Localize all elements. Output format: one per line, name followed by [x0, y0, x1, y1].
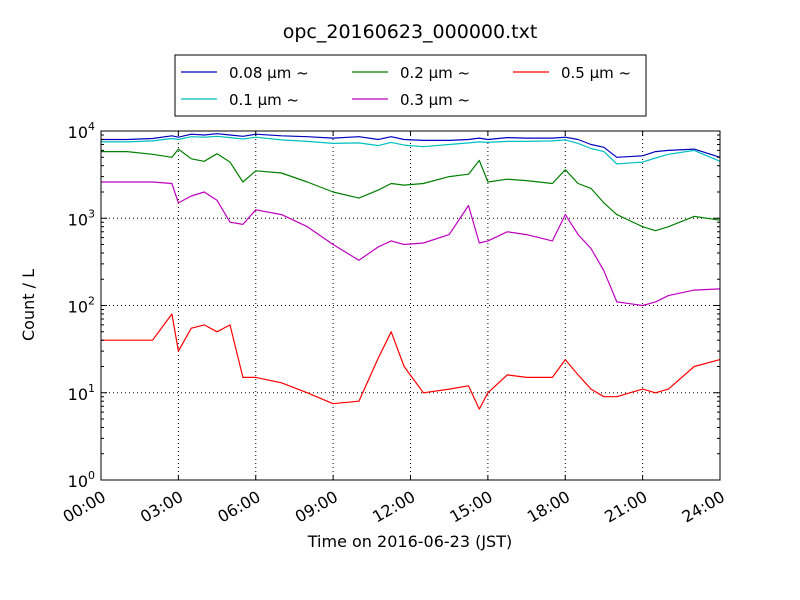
legend-box [174, 54, 647, 117]
x-tick-label: 12:00 [369, 487, 418, 527]
series-line [101, 313, 721, 410]
y-tick-label: 101 [68, 382, 95, 404]
legend-label: 0.08 µm ~ [229, 64, 309, 82]
x-tick-label: 21:00 [601, 487, 650, 527]
legend-label: 0.1 µm ~ [229, 91, 299, 109]
y-tick-label: 102 [68, 295, 95, 317]
x-tick-label: 15:00 [446, 487, 495, 527]
legend: 0.08 µm ~ 0.1 µm ~ 0.2 µm ~ 0.3 µm ~ 0.5 µm … [174, 54, 647, 117]
x-tick-label: 03:00 [137, 487, 186, 527]
x-tick-label: 00:00 [60, 487, 109, 527]
chart-title: opc_20160623_000000.txt [283, 21, 538, 43]
series-lines [101, 133, 721, 410]
grid-lines [101, 131, 720, 480]
y-tick-label: 104 [68, 120, 95, 142]
series-line [101, 148, 721, 232]
x-tick-label: 09:00 [292, 487, 341, 527]
x-tick-label: 06:00 [214, 487, 263, 527]
x-tick-label: 24:00 [679, 487, 728, 527]
y-tick-label: 103 [68, 207, 95, 229]
legend-label: 0.5 µm ~ [561, 64, 631, 82]
series-line [101, 181, 721, 307]
axis-ticks: 00:00 03:00 06:00 09:00 12:00 15:00 18:00 21:00… [60, 120, 728, 527]
legend-label: 0.2 µm ~ [400, 64, 470, 82]
legend-label: 0.3 µm ~ [400, 91, 470, 109]
y-tick-label: 100 [68, 469, 95, 491]
x-tick-label: 18:00 [524, 487, 573, 527]
y-axis-label: Count / L [19, 269, 38, 341]
x-axis-label: Time on 2016-06-23 (JST) [307, 532, 512, 551]
series-line [101, 133, 721, 158]
series-line [101, 135, 721, 165]
